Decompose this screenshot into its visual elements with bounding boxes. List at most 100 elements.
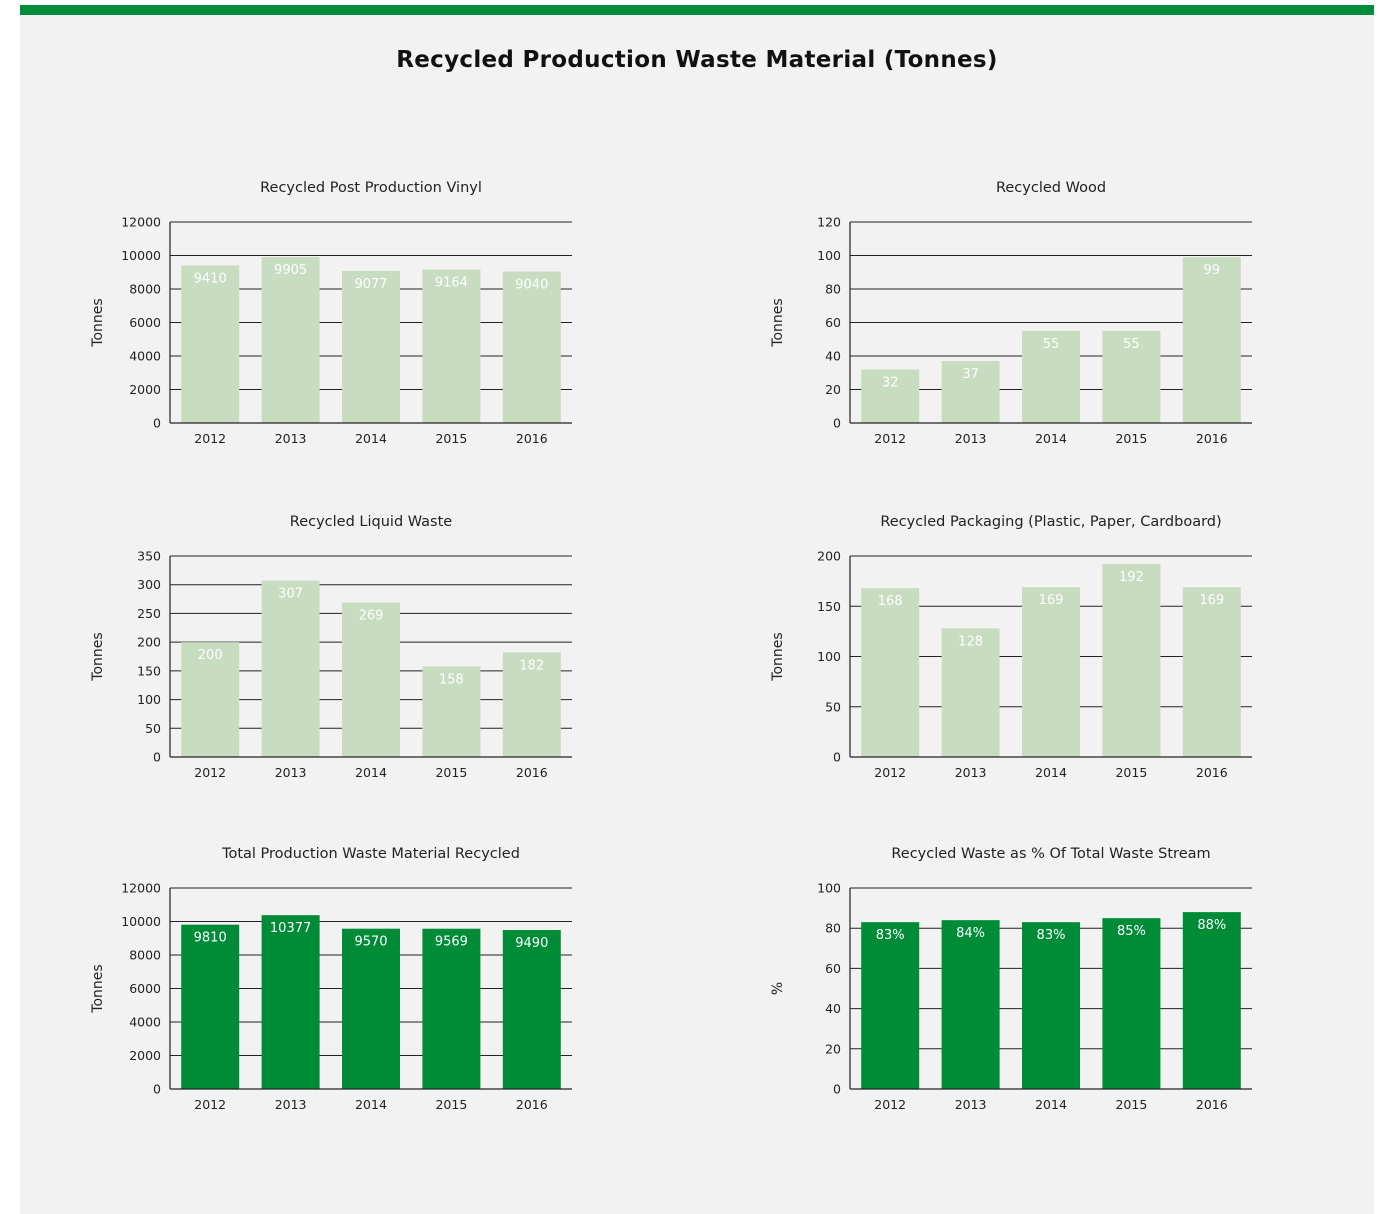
data-label: 55 xyxy=(1043,337,1060,352)
y-tick-label: 0 xyxy=(833,416,841,431)
y-tick-label: 2000 xyxy=(129,382,161,397)
x-tick-label: 2015 xyxy=(1115,765,1147,780)
y-tick-label: 200 xyxy=(817,549,841,564)
y-tick-label: 0 xyxy=(153,1082,161,1097)
bar-2013 xyxy=(941,361,1000,423)
y-tick-label: 350 xyxy=(137,549,161,564)
bar-2015 xyxy=(422,269,481,423)
bar-2012 xyxy=(861,588,920,757)
bar-2013 xyxy=(261,257,320,423)
data-label: 37 xyxy=(962,367,979,382)
bar-2016 xyxy=(502,652,561,757)
y-tick-label: 40 xyxy=(825,1001,841,1016)
y-axis-label: Tonnes xyxy=(770,632,786,681)
y-tick-label: 40 xyxy=(825,349,841,364)
x-tick-label: 2016 xyxy=(516,431,548,446)
data-label: 55 xyxy=(1123,337,1140,352)
data-label: 9570 xyxy=(354,935,387,950)
y-tick-label: 80 xyxy=(825,921,841,936)
y-tick-label: 50 xyxy=(145,721,161,736)
y-axis-label: Tonnes xyxy=(90,298,106,347)
data-label: 10377 xyxy=(270,921,311,936)
bar-2014 xyxy=(342,270,400,423)
chart-recycled-wood: Recycled Wood Tonnes 0 20 40 60 80 100 120 32 2012… xyxy=(770,180,1252,446)
y-tick-label: 20 xyxy=(825,1041,841,1056)
y-tick-label: 300 xyxy=(137,577,161,592)
data-label: 200 xyxy=(198,648,223,663)
y-tick-label: 120 xyxy=(817,215,841,230)
data-label: 9810 xyxy=(194,931,227,946)
x-tick-label: 2016 xyxy=(516,765,548,780)
chart-title: Recycled Liquid Waste xyxy=(290,514,453,530)
bar-2012 xyxy=(181,265,240,423)
bar-2013 xyxy=(261,915,320,1089)
bar-2015 xyxy=(1102,564,1161,757)
bar-2013 xyxy=(261,580,320,757)
x-tick-label: 2014 xyxy=(1035,1097,1067,1112)
data-label: 85% xyxy=(1117,924,1146,939)
y-tick-label: 8000 xyxy=(129,282,161,297)
accent-bar xyxy=(20,5,1374,15)
data-label: 182 xyxy=(519,658,544,673)
chart-recycled-percent: Recycled Waste as % Of Total Waste Strea… xyxy=(770,846,1252,1112)
data-label: 192 xyxy=(1119,570,1144,585)
bar-2014 xyxy=(1022,330,1080,423)
chart-panel: Recycled Production Waste Material (Tonn… xyxy=(20,5,1374,1214)
data-label: 88% xyxy=(1197,918,1226,933)
x-tick-label: 2014 xyxy=(355,765,387,780)
x-tick-label: 2013 xyxy=(955,765,987,780)
x-tick-label: 2013 xyxy=(275,1097,307,1112)
y-tick-label: 8000 xyxy=(129,948,161,963)
bar-2016 xyxy=(1182,257,1241,423)
y-axis-label: % xyxy=(770,982,786,995)
x-tick-label: 2016 xyxy=(1196,765,1228,780)
y-tick-label: 6000 xyxy=(129,315,161,330)
y-tick-label: 4000 xyxy=(129,349,161,364)
chart-title: Recycled Packaging (Plastic, Paper, Card… xyxy=(880,514,1221,530)
chart-recycled-packaging: Recycled Packaging (Plastic, Paper, Card… xyxy=(770,514,1252,780)
bar-2014 xyxy=(1022,922,1080,1089)
chart-title: Recycled Post Production Vinyl xyxy=(260,180,482,196)
data-label: 169 xyxy=(1199,593,1224,608)
bar-2015 xyxy=(1102,918,1161,1089)
chart-title: Recycled Wood xyxy=(996,180,1106,196)
bar-2016 xyxy=(502,271,561,423)
x-tick-label: 2015 xyxy=(1115,431,1147,446)
chart-recycled-vinyl: Recycled Post Production Vinyl Tonnes 0 200… xyxy=(90,180,572,446)
x-tick-label: 2013 xyxy=(955,431,987,446)
data-label: 168 xyxy=(878,594,903,609)
bar-2012 xyxy=(181,642,240,757)
bar-2013 xyxy=(941,628,1000,757)
data-label: 32 xyxy=(882,375,899,390)
bar-2014 xyxy=(1022,587,1080,757)
y-tick-label: 12000 xyxy=(121,881,161,896)
bar-2012 xyxy=(861,369,920,423)
y-tick-label: 0 xyxy=(153,416,161,431)
x-tick-label: 2012 xyxy=(194,431,226,446)
bar-2014 xyxy=(342,928,400,1089)
y-tick-label: 20 xyxy=(825,382,841,397)
data-label: 158 xyxy=(439,672,464,687)
bar-2016 xyxy=(502,930,561,1089)
chart-title: Total Production Waste Material Recycled xyxy=(221,846,520,862)
data-label: 9410 xyxy=(194,271,227,286)
data-label: 169 xyxy=(1039,593,1064,608)
y-tick-label: 10000 xyxy=(121,248,161,263)
y-tick-label: 150 xyxy=(817,599,841,614)
data-label: 128 xyxy=(958,634,983,649)
data-label: 84% xyxy=(956,926,985,941)
data-label: 269 xyxy=(359,609,384,624)
x-tick-label: 2012 xyxy=(874,431,906,446)
x-tick-label: 2014 xyxy=(355,1097,387,1112)
x-tick-label: 2013 xyxy=(275,431,307,446)
data-label: 83% xyxy=(876,928,905,943)
y-tick-label: 0 xyxy=(153,750,161,765)
x-tick-label: 2012 xyxy=(874,1097,906,1112)
y-tick-label: 0 xyxy=(833,750,841,765)
y-tick-label: 250 xyxy=(137,606,161,621)
bar-2015 xyxy=(422,928,481,1089)
y-axis-label: Tonnes xyxy=(770,298,786,347)
y-tick-label: 60 xyxy=(825,961,841,976)
x-tick-label: 2016 xyxy=(1196,431,1228,446)
x-tick-label: 2012 xyxy=(194,765,226,780)
